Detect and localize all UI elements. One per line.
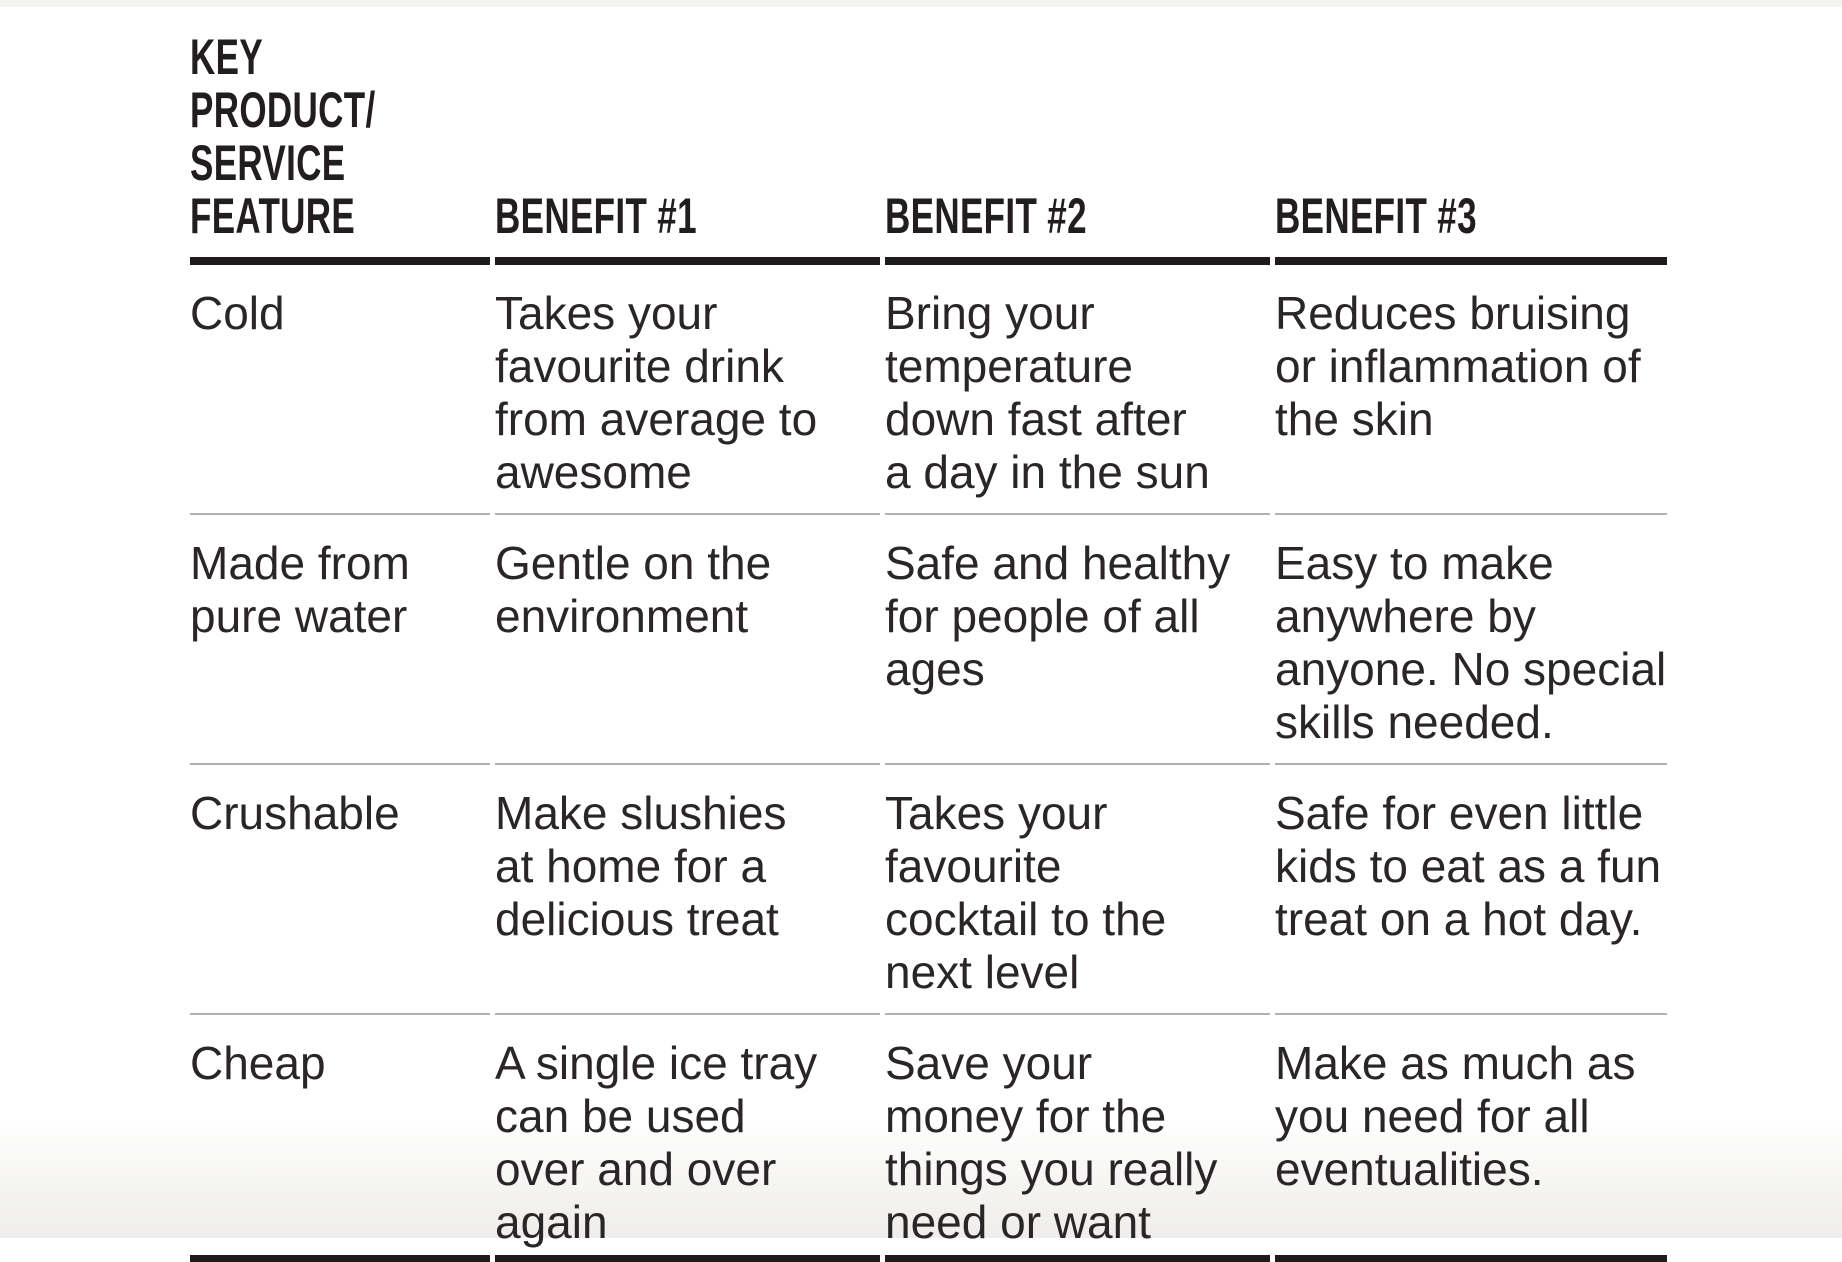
column-header-benefit-2: BENEFIT #2	[885, 31, 1270, 265]
feature-cell: Cold	[190, 265, 490, 515]
page-bottom-edge-fade	[0, 1118, 1842, 1238]
benefit-1-cell: Takes your favourite drink from average …	[495, 265, 880, 515]
benefit-3-cell: Safe for even little kids to eat as a fu…	[1275, 765, 1667, 1015]
column-header-benefit-1-label: BENEFIT #1	[495, 188, 697, 244]
column-header-benefit-1: BENEFIT #1	[495, 31, 880, 265]
benefit-2-cell: Save your money for the things you reall…	[885, 1015, 1270, 1262]
benefit-3-cell: Make as much as you need for all eventua…	[1275, 1015, 1667, 1262]
feature-cell: Made from pure water	[190, 515, 490, 765]
benefit-3-cell: Reduces bruising or inflammation of the …	[1275, 265, 1667, 515]
benefit-1-cell: Gentle on the environment	[495, 515, 880, 765]
benefit-2-cell: Safe and healthy for people of all ages	[885, 515, 1270, 765]
column-header-feature: KEY PRODUCT/ SERVICE FEATURE	[190, 31, 490, 265]
benefit-1-cell: Make slushies at home for a delicious tr…	[495, 765, 880, 1015]
benefit-2-cell: Takes your favourite cocktail to the nex…	[885, 765, 1270, 1015]
feature-benefit-table: KEY PRODUCT/ SERVICE FEATURE BENEFIT #1 …	[190, 31, 1667, 1262]
benefit-2-cell: Bring your temperature down fast after a…	[885, 265, 1270, 515]
column-header-benefit-3-label: BENEFIT #3	[1275, 188, 1477, 244]
benefit-1-cell: A single ice tray can be used over and o…	[495, 1015, 880, 1262]
feature-cell: Cheap	[190, 1015, 490, 1262]
feature-cell: Crushable	[190, 765, 490, 1015]
column-header-benefit-2-label: BENEFIT #2	[885, 188, 1087, 244]
benefit-3-cell: Easy to make anywhere by anyone. No spec…	[1275, 515, 1667, 765]
page-top-edge	[0, 0, 1842, 7]
column-header-benefit-3: BENEFIT #3	[1275, 31, 1667, 265]
column-header-feature-label: KEY PRODUCT/ SERVICE FEATURE	[190, 29, 376, 244]
